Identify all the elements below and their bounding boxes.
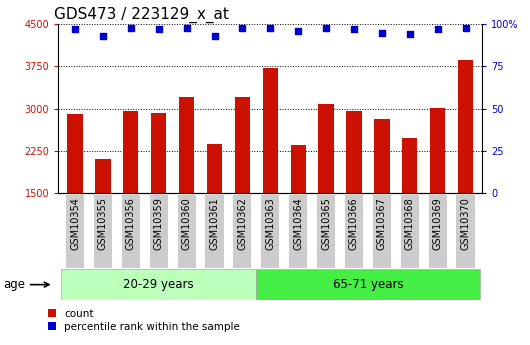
FancyBboxPatch shape (66, 195, 84, 268)
Point (238, 25, 246, 30)
Bar (430, 108, 445, 193)
Text: GSM10356: GSM10356 (126, 197, 136, 250)
Point (127, 25, 135, 30)
FancyBboxPatch shape (149, 195, 168, 268)
Point (266, 25, 275, 30)
Text: GSM10361: GSM10361 (209, 197, 219, 250)
FancyBboxPatch shape (257, 269, 480, 300)
FancyBboxPatch shape (61, 269, 257, 300)
Bar (290, 145, 306, 193)
Bar (374, 119, 390, 193)
Point (182, 25, 191, 30)
Point (210, 33, 219, 39)
FancyBboxPatch shape (178, 195, 196, 268)
FancyBboxPatch shape (345, 195, 363, 268)
FancyBboxPatch shape (94, 195, 112, 268)
Point (434, 27, 442, 32)
Text: GSM10366: GSM10366 (349, 197, 359, 250)
Bar (402, 138, 418, 193)
FancyBboxPatch shape (373, 195, 391, 268)
FancyBboxPatch shape (317, 195, 335, 268)
Point (294, 28, 303, 34)
Point (461, 25, 470, 30)
Point (99, 33, 107, 39)
Text: GDS473 / 223129_x_at: GDS473 / 223129_x_at (54, 7, 229, 23)
Text: age: age (3, 278, 49, 291)
Text: GSM10362: GSM10362 (237, 197, 248, 250)
Text: GSM10363: GSM10363 (266, 197, 275, 250)
Legend: count, percentile rank within the sample: count, percentile rank within the sample (48, 309, 240, 332)
Text: GSM10368: GSM10368 (405, 197, 415, 250)
Bar (458, 60, 473, 193)
FancyBboxPatch shape (456, 195, 475, 268)
Bar (123, 111, 138, 193)
Text: GSM10370: GSM10370 (461, 197, 471, 250)
Point (71, 27, 80, 32)
Text: GSM10364: GSM10364 (293, 197, 303, 250)
FancyBboxPatch shape (289, 195, 307, 268)
Point (405, 31, 414, 37)
Bar (151, 112, 166, 193)
FancyBboxPatch shape (401, 195, 419, 268)
Bar (319, 104, 334, 193)
Bar (346, 111, 361, 193)
Bar (207, 144, 222, 193)
Text: GSM10367: GSM10367 (377, 197, 387, 250)
FancyBboxPatch shape (233, 195, 251, 268)
Text: GSM10354: GSM10354 (70, 197, 80, 250)
Text: GSM10369: GSM10369 (432, 197, 443, 250)
Bar (179, 97, 195, 193)
Point (322, 25, 330, 30)
FancyBboxPatch shape (261, 195, 279, 268)
FancyBboxPatch shape (122, 195, 140, 268)
FancyBboxPatch shape (429, 195, 447, 268)
Bar (67, 114, 83, 193)
FancyBboxPatch shape (206, 195, 224, 268)
Bar (235, 97, 250, 193)
Text: GSM10360: GSM10360 (182, 197, 192, 250)
Point (154, 27, 163, 32)
Point (378, 30, 386, 36)
Text: GSM10365: GSM10365 (321, 197, 331, 250)
Bar (95, 159, 111, 193)
Text: GSM10355: GSM10355 (98, 197, 108, 250)
Point (350, 27, 358, 32)
Text: 65-71 years: 65-71 years (333, 278, 403, 291)
Text: 20-29 years: 20-29 years (123, 278, 194, 291)
Bar (263, 68, 278, 193)
Text: GSM10359: GSM10359 (154, 197, 164, 250)
